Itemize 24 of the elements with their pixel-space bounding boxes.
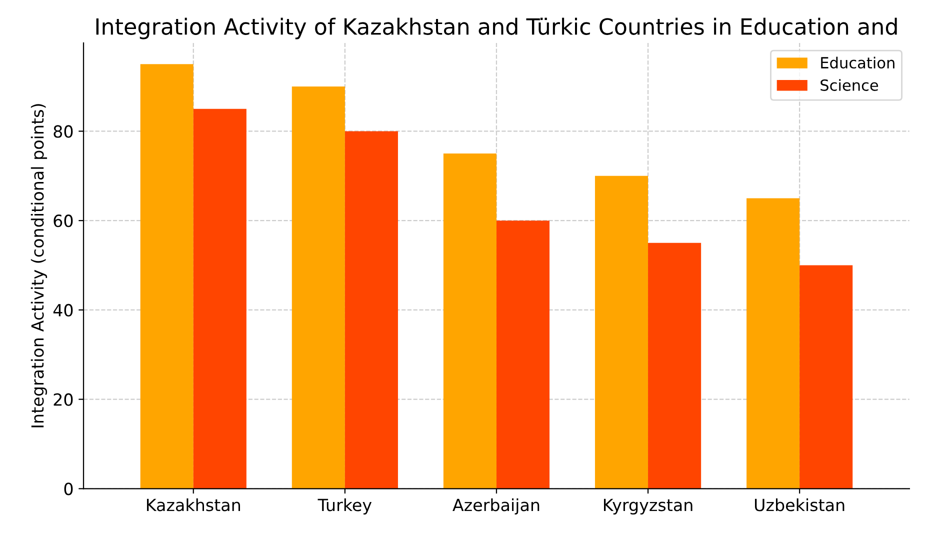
- bar: [140, 64, 194, 489]
- y-tick-label: 40: [53, 304, 73, 317]
- bar: [496, 220, 550, 489]
- bar: [443, 154, 496, 489]
- bar: [746, 198, 800, 489]
- y-tick-label: 80: [54, 125, 73, 138]
- bar: [292, 86, 345, 489]
- bar: [800, 265, 853, 489]
- y-tick-label: 0: [64, 482, 73, 496]
- y-tick-label: 20: [54, 393, 73, 406]
- chart-title: Integration Activity of Kazakhstan and Türkic Countries in Education and: [96, 18, 897, 40]
- bar: [594, 176, 648, 489]
- x-tick-label: Kyrgyzstan: [604, 498, 692, 515]
- x-tick-label: Uzbekistan: [754, 498, 844, 512]
- bar: [193, 108, 246, 489]
- x-tick-label: Azerbaijan: [452, 498, 540, 515]
- x-tick-label: Turkey: [318, 498, 372, 515]
- bar: [648, 242, 702, 489]
- x-tick-label: Kazakhstan: [147, 498, 240, 512]
- bar: [344, 131, 398, 489]
- legend-label: Science: [820, 79, 878, 91]
- legend-label: Education: [821, 56, 894, 69]
- y-tick-label: 60: [54, 214, 73, 228]
- y-axis-title: Integration Activity (conditional points): [30, 104, 48, 428]
